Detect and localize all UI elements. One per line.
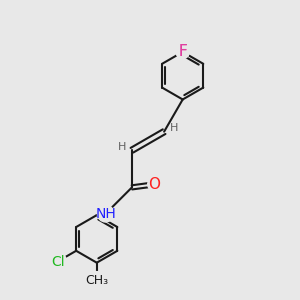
Text: CH₃: CH₃ [85, 274, 108, 287]
Circle shape [49, 253, 67, 270]
Circle shape [176, 45, 189, 58]
Text: F: F [178, 44, 187, 59]
Circle shape [148, 178, 161, 191]
Circle shape [88, 272, 106, 290]
Text: Cl: Cl [51, 254, 64, 268]
Text: F: F [178, 44, 187, 59]
Text: H: H [169, 123, 178, 133]
Circle shape [97, 205, 114, 222]
Text: NH: NH [95, 207, 116, 220]
Circle shape [176, 45, 189, 58]
Text: H: H [118, 142, 127, 152]
Text: O: O [148, 177, 160, 192]
